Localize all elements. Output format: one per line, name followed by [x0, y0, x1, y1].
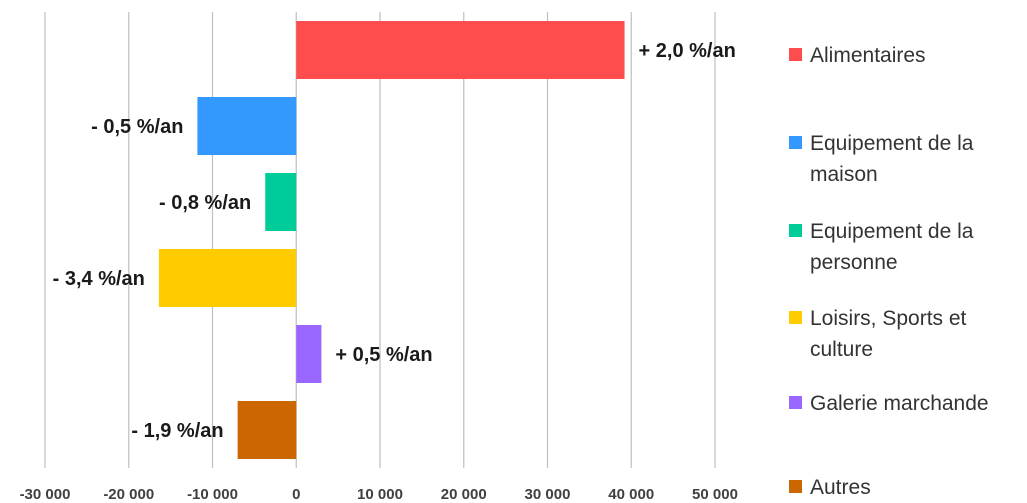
x-tick-label: 10 000 [357, 486, 403, 503]
legend-swatch [789, 396, 802, 409]
x-tick-label: -10 000 [187, 486, 238, 503]
legend-item-equipement-de-la-personne: Equipement de la personne [789, 220, 974, 274]
x-tick-label: 0 [292, 486, 300, 503]
data-label-equipement-de-la-personne: - 0,8 %/an [159, 192, 251, 214]
data-label-galerie-marchande: + 0,5 %/an [335, 344, 432, 366]
data-labels: + 2,0 %/an - 0,5 %/an - 0,8 %/an - 3,4 %/an… [53, 40, 736, 442]
legend-item-autres: Autres [789, 476, 871, 499]
data-label-loisirs-sports-et-culture: - 3,4 %/an [53, 268, 145, 290]
legend-swatch [789, 480, 802, 493]
data-label-equipement-de-la-maison: - 0,5 %/an [91, 116, 183, 138]
bar-galerie-marchande [296, 325, 322, 383]
legend-swatch [789, 311, 802, 324]
x-tick-label: 20 000 [441, 486, 487, 503]
legend-label: culture [810, 338, 873, 361]
x-tick-label: -20 000 [103, 486, 154, 503]
legend-item-alimentaires: Alimentaires [789, 44, 926, 67]
x-tick-label: 30 000 [525, 486, 571, 503]
legend-item-galerie-marchande: Galerie marchande [789, 392, 989, 415]
legend-label: Alimentaires [810, 44, 926, 67]
bar-loisirs-sports-et-culture [158, 249, 297, 307]
gridlines [44, 12, 716, 468]
x-axis-tick-labels: -30 000 -20 000 -10 000 0 10 000 20 000 30 000… [20, 486, 738, 503]
bars [158, 21, 625, 459]
x-tick-label: 50 000 [692, 486, 738, 503]
legend-item-equipement-de-la-maison: Equipement de la maison [789, 132, 974, 186]
x-tick-label: 40 000 [608, 486, 654, 503]
bar-autres [237, 401, 297, 459]
legend-label: Loisirs, Sports et [810, 307, 967, 330]
bar-equipement-de-la-maison [197, 97, 297, 155]
legend-swatch [789, 136, 802, 149]
data-label-autres: - 1,9 %/an [131, 420, 223, 442]
data-label-alimentaires: + 2,0 %/an [639, 40, 736, 62]
legend-label: maison [810, 163, 878, 186]
legend-swatch [789, 48, 802, 61]
legend-label: Equipement de la [810, 132, 974, 155]
legend-item-loisirs-sports-et-culture: Loisirs, Sports et culture [789, 307, 967, 361]
bar-alimentaires [296, 21, 625, 79]
legend-label: Equipement de la [810, 220, 974, 243]
legend-label: personne [810, 251, 898, 274]
bar-equipement-de-la-personne [265, 173, 297, 231]
x-tick-label: -30 000 [20, 486, 71, 503]
legend-label: Autres [810, 476, 871, 499]
legend-swatch [789, 224, 802, 237]
legend-label: Galerie marchande [810, 392, 989, 415]
